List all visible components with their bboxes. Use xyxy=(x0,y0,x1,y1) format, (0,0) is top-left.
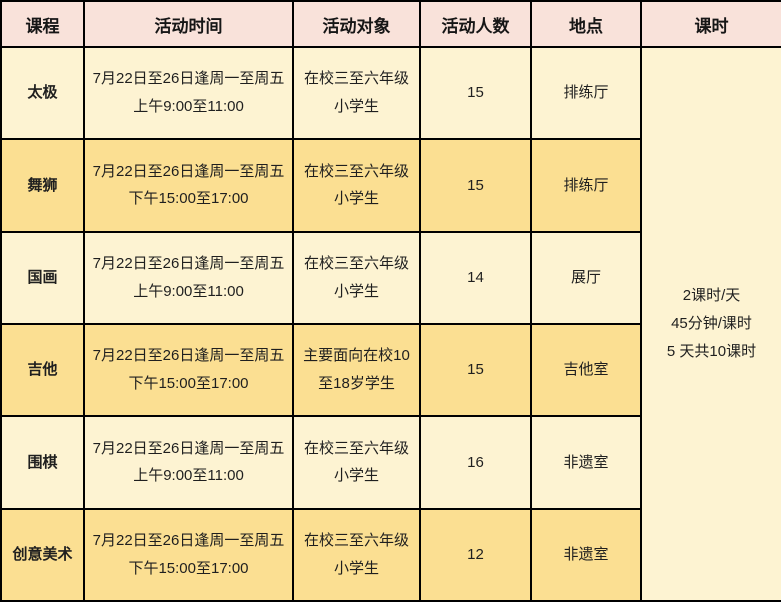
col-header-target: 活动对象 xyxy=(292,0,421,48)
target-cell: 在校三至六年级小学生 xyxy=(292,138,421,233)
table-row-taiji: 太极 7月22日至26日逢周一至周五上午9:00至11:00 在校三至六年级小学… xyxy=(0,45,781,602)
count-cell: 15 xyxy=(419,45,532,141)
target-cell: 在校三至六年级小学生 xyxy=(292,415,421,510)
target-cell: 主要面向在校10至18岁学生 xyxy=(292,322,421,418)
col-header-hours: 课时 xyxy=(640,0,781,48)
count-cell: 12 xyxy=(419,507,532,602)
count-cell: 15 xyxy=(419,138,532,233)
location-cell: 排练厅 xyxy=(530,138,642,233)
count-cell: 15 xyxy=(419,322,532,418)
hours-line-2: 45分钟/课时 xyxy=(671,315,752,333)
course-cell: 太极 xyxy=(0,45,85,141)
table-row-chuangyimeishu: 创意美术 7月22日至26日逢周一至周五下午15:00至17:00 在校三至六年… xyxy=(0,507,781,602)
location-cell: 展厅 xyxy=(530,230,642,325)
course-cell: 舞狮 xyxy=(0,138,85,233)
course-cell: 吉他 xyxy=(0,322,85,418)
count-cell: 16 xyxy=(419,415,532,510)
course-cell: 国画 xyxy=(0,230,85,325)
col-header-time: 活动时间 xyxy=(83,0,294,48)
col-header-participants: 活动人数 xyxy=(419,0,532,48)
time-cell: 7月22日至26日逢周一至周五下午15:00至17:00 xyxy=(83,322,294,418)
location-cell: 排练厅 xyxy=(530,45,642,141)
location-cell: 吉他室 xyxy=(530,322,642,418)
location-cell: 非遗室 xyxy=(530,507,642,602)
hours-merged-cell: 2课时/天 45分钟/课时 5 天共10课时 xyxy=(640,46,781,602)
time-cell: 7月22日至26日逢周一至周五下午15:00至17:00 xyxy=(83,507,294,602)
time-cell: 7月22日至26日逢周一至周五下午15:00至17:00 xyxy=(83,138,294,233)
col-header-course: 课程 xyxy=(0,0,85,48)
table-row-jita: 吉他 7月22日至26日逢周一至周五下午15:00至17:00 主要面向在校10… xyxy=(0,322,781,418)
col-header-location: 地点 xyxy=(530,0,642,48)
course-cell: 围棋 xyxy=(0,415,85,510)
table-row-wushi: 舞狮 7月22日至26日逢周一至周五下午15:00至17:00 在校三至六年级小… xyxy=(0,138,781,233)
table-row-guohua: 国画 7月22日至26日逢周一至周五上午9:00至11:00 在校三至六年级小学… xyxy=(0,230,781,325)
time-cell: 7月22日至26日逢周一至周五上午9:00至11:00 xyxy=(83,230,294,325)
count-cell: 14 xyxy=(419,230,532,325)
time-cell: 7月22日至26日逢周一至周五上午9:00至11:00 xyxy=(83,45,294,141)
course-cell: 创意美术 xyxy=(0,507,85,602)
header-row: 课程 活动时间 活动对象 活动人数 地点 课时 xyxy=(0,0,781,48)
hours-line-3: 5 天共10课时 xyxy=(666,342,757,360)
target-cell: 在校三至六年级小学生 xyxy=(292,507,421,602)
time-cell: 7月22日至26日逢周一至周五上午9:00至11:00 xyxy=(83,415,294,510)
target-cell: 在校三至六年级小学生 xyxy=(292,45,421,141)
hours-line-1: 2课时/天 xyxy=(682,287,741,305)
location-cell: 非遗室 xyxy=(530,415,642,510)
table-row-weiqi: 围棋 7月22日至26日逢周一至周五上午9:00至11:00 在校三至六年级小学… xyxy=(0,415,781,510)
target-cell: 在校三至六年级小学生 xyxy=(292,230,421,325)
